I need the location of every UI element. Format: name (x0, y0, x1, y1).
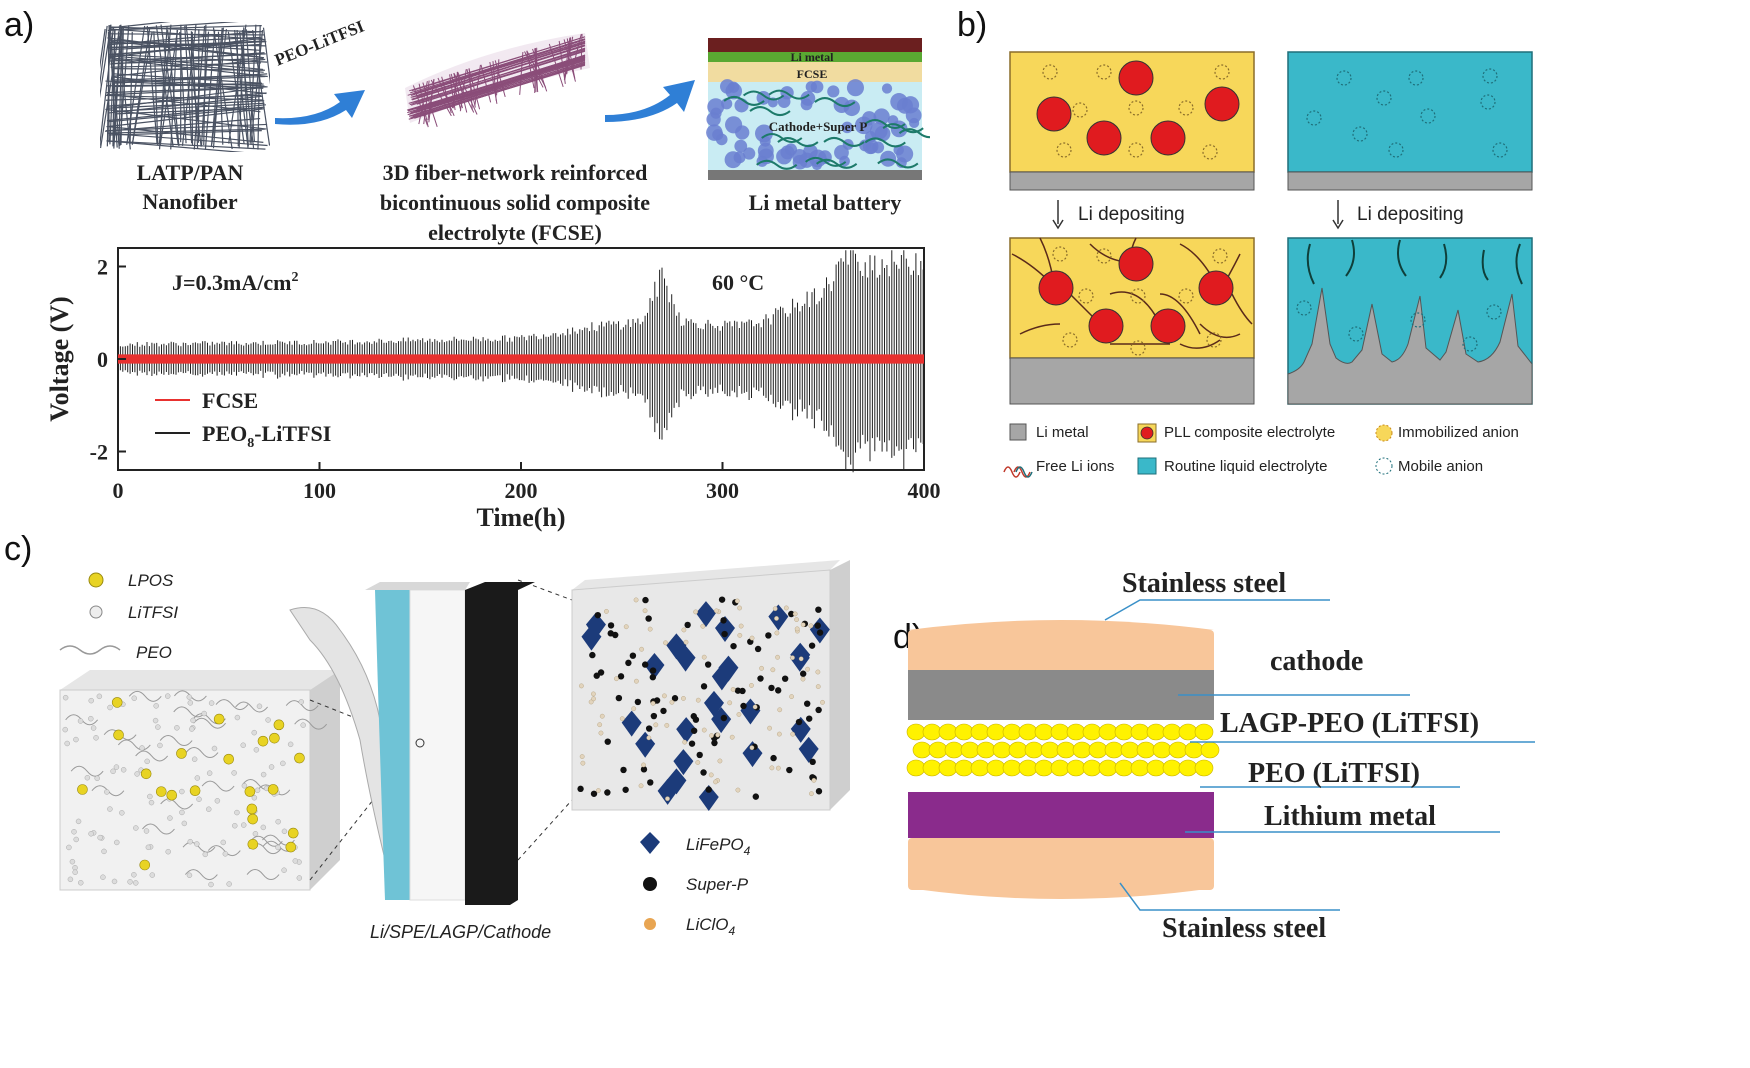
process-arrow-2 (605, 80, 695, 122)
battery-caption: Li metal battery (748, 190, 902, 215)
x-tick-label: 300 (706, 478, 739, 503)
li-metal-after-left (1009, 357, 1255, 405)
process-arrow-1 (275, 90, 365, 125)
cathode-cube (571, 569, 831, 811)
stack-caption: Li/SPE/LAGP/Cathode (370, 922, 551, 942)
legend-liquid-electrolyte-label: Routine liquid electrolyte (1164, 458, 1327, 475)
legend-lpos-icon (88, 572, 104, 588)
stainless-steel-bottom (908, 838, 1214, 890)
battery-layer-fcse: FCSE (797, 67, 828, 81)
legend-lifepo4-label: LiFePO4 (686, 835, 751, 858)
x-tick-label: 200 (505, 478, 538, 503)
layer-label-stainless-steel-bottom: Stainless steel (1162, 913, 1326, 944)
fcse-caption-line-3: electrolyte (FCSE) (428, 220, 602, 245)
panel-c-diagram: LPOS LiTFSI PEO Li/SPE/LAGP/Cathode LiFe… (59, 560, 850, 942)
panel-b-label: b) (957, 6, 988, 44)
fcse-voltage-trace (118, 354, 924, 364)
fcse-caption-line-2: bicontinuous solid composite (379, 190, 651, 215)
legend-fcse-label: FCSE (202, 388, 258, 413)
step-label-left: Li depositing (1078, 204, 1185, 225)
nanofiber-caption-line-1: LATP/PAN (136, 160, 244, 185)
li-dendrites (1287, 287, 1533, 405)
panel-b-diagram: Li depositing Li depositing Li metal PLL… (1003, 51, 1533, 478)
layer-label-lagp-peo: LAGP-PEO (LiTFSI) (1220, 708, 1479, 739)
current-density-annotation: J=0.3mA/cm2 (172, 270, 298, 295)
legend-superp-label: Super-P (686, 875, 749, 894)
step-label-right: Li depositing (1357, 204, 1464, 225)
cathode-layer-d (908, 670, 1214, 720)
layer-label-cathode: cathode (1270, 646, 1363, 677)
layer-label-lithium-metal: Lithium metal (1264, 801, 1436, 832)
legend-mobile-anion-label: Mobile anion (1398, 458, 1483, 475)
legend-peo-label: PEO (136, 643, 172, 662)
lagp-layer (375, 590, 410, 900)
legend-litfsi-icon (89, 605, 103, 619)
arrow-label-peo-litfsi: PEO-LiTFSI (272, 16, 367, 70)
legend-liquid-electrolyte-icon (1137, 457, 1157, 475)
liquid-electrolyte-before (1287, 51, 1533, 173)
legend-li-metal-label: Li metal (1036, 424, 1089, 441)
spe-cube (59, 689, 311, 891)
legend-lpos-label: LPOS (128, 571, 174, 590)
x-axis-label: Time(h) (476, 503, 565, 532)
y-tick-label: -2 (90, 440, 108, 465)
cathode-layer (465, 582, 535, 905)
voltage-chart: 0 100 200 300 400 -202 Time(h) Voltage (V) J… (45, 247, 941, 532)
legend-peo-label: PEO8-LiTFSI (202, 421, 331, 451)
li-metal-before-right (1287, 171, 1533, 191)
battery-layer-cathode: Cathode+Super P (769, 119, 868, 134)
legend-mobile-anion-icon (1375, 457, 1393, 475)
x-tick-label: 100 (303, 478, 336, 503)
x-tick-label: 0 (113, 478, 124, 503)
legend-liclo4-icon (644, 918, 656, 930)
legend-pll-label: PLL composite electrolyte (1164, 424, 1335, 441)
legend-free-li-ions-label: Free Li ions (1036, 458, 1114, 475)
y-axis-label: Voltage (V) (45, 296, 74, 421)
fcse-caption-line-1: 3D fiber-network reinforced (382, 160, 648, 185)
legend-li-metal-icon (1009, 423, 1027, 441)
fcse-mesh-illustration (405, 33, 590, 128)
panel-d-diagram: Stainless steel cathode LAGP-PEO (LiTFSI… (906, 568, 1535, 944)
nanofiber-caption-line-2: Nanofiber (142, 189, 238, 214)
y-tick-label: 0 (97, 347, 108, 372)
lithium-metal-layer (908, 792, 1214, 838)
panel-c-label: c) (4, 530, 33, 568)
legend-superp-icon (643, 877, 657, 891)
layer-label-stainless-steel-top: Stainless steel (1122, 568, 1286, 599)
y-axis-ticks: -2 0 2 (90, 255, 126, 465)
legend-liclo4-label: LiClO4 (686, 915, 736, 938)
legend-litfsi-label: LiTFSI (128, 603, 178, 622)
legend-immobilized-anion-label: Immobilized anion (1398, 424, 1519, 441)
x-axis-ticks: 0 100 200 300 400 (113, 462, 941, 503)
legend-immobilized-anion-icon (1375, 424, 1393, 442)
nanofiber-caption: LATP/PAN Nanofiber (110, 158, 270, 216)
battery-layer-li-metal: Li metal (791, 50, 835, 64)
layer-label-peo: PEO (LiTFSI) (1248, 758, 1420, 789)
x-tick-label: 400 (908, 478, 941, 503)
battery-stack-illustration: Li metal FCSE Cathode+Super P (706, 38, 930, 180)
li-metal-before-left (1009, 171, 1255, 191)
nanofiber-mesh (100, 22, 270, 152)
legend-peo-icon (59, 645, 121, 655)
y-tick-label: 2 (97, 255, 108, 280)
panel-a-label: a) (4, 6, 35, 44)
legend-free-li-ions-icon (1003, 466, 1031, 478)
fcse-caption: 3D fiber-network reinforced bicontinuous… (345, 158, 685, 248)
nanofiber-mat-illustration (100, 22, 270, 152)
temperature-annotation: 60 °C (712, 270, 764, 295)
legend-lifepo4-icon (640, 832, 660, 854)
